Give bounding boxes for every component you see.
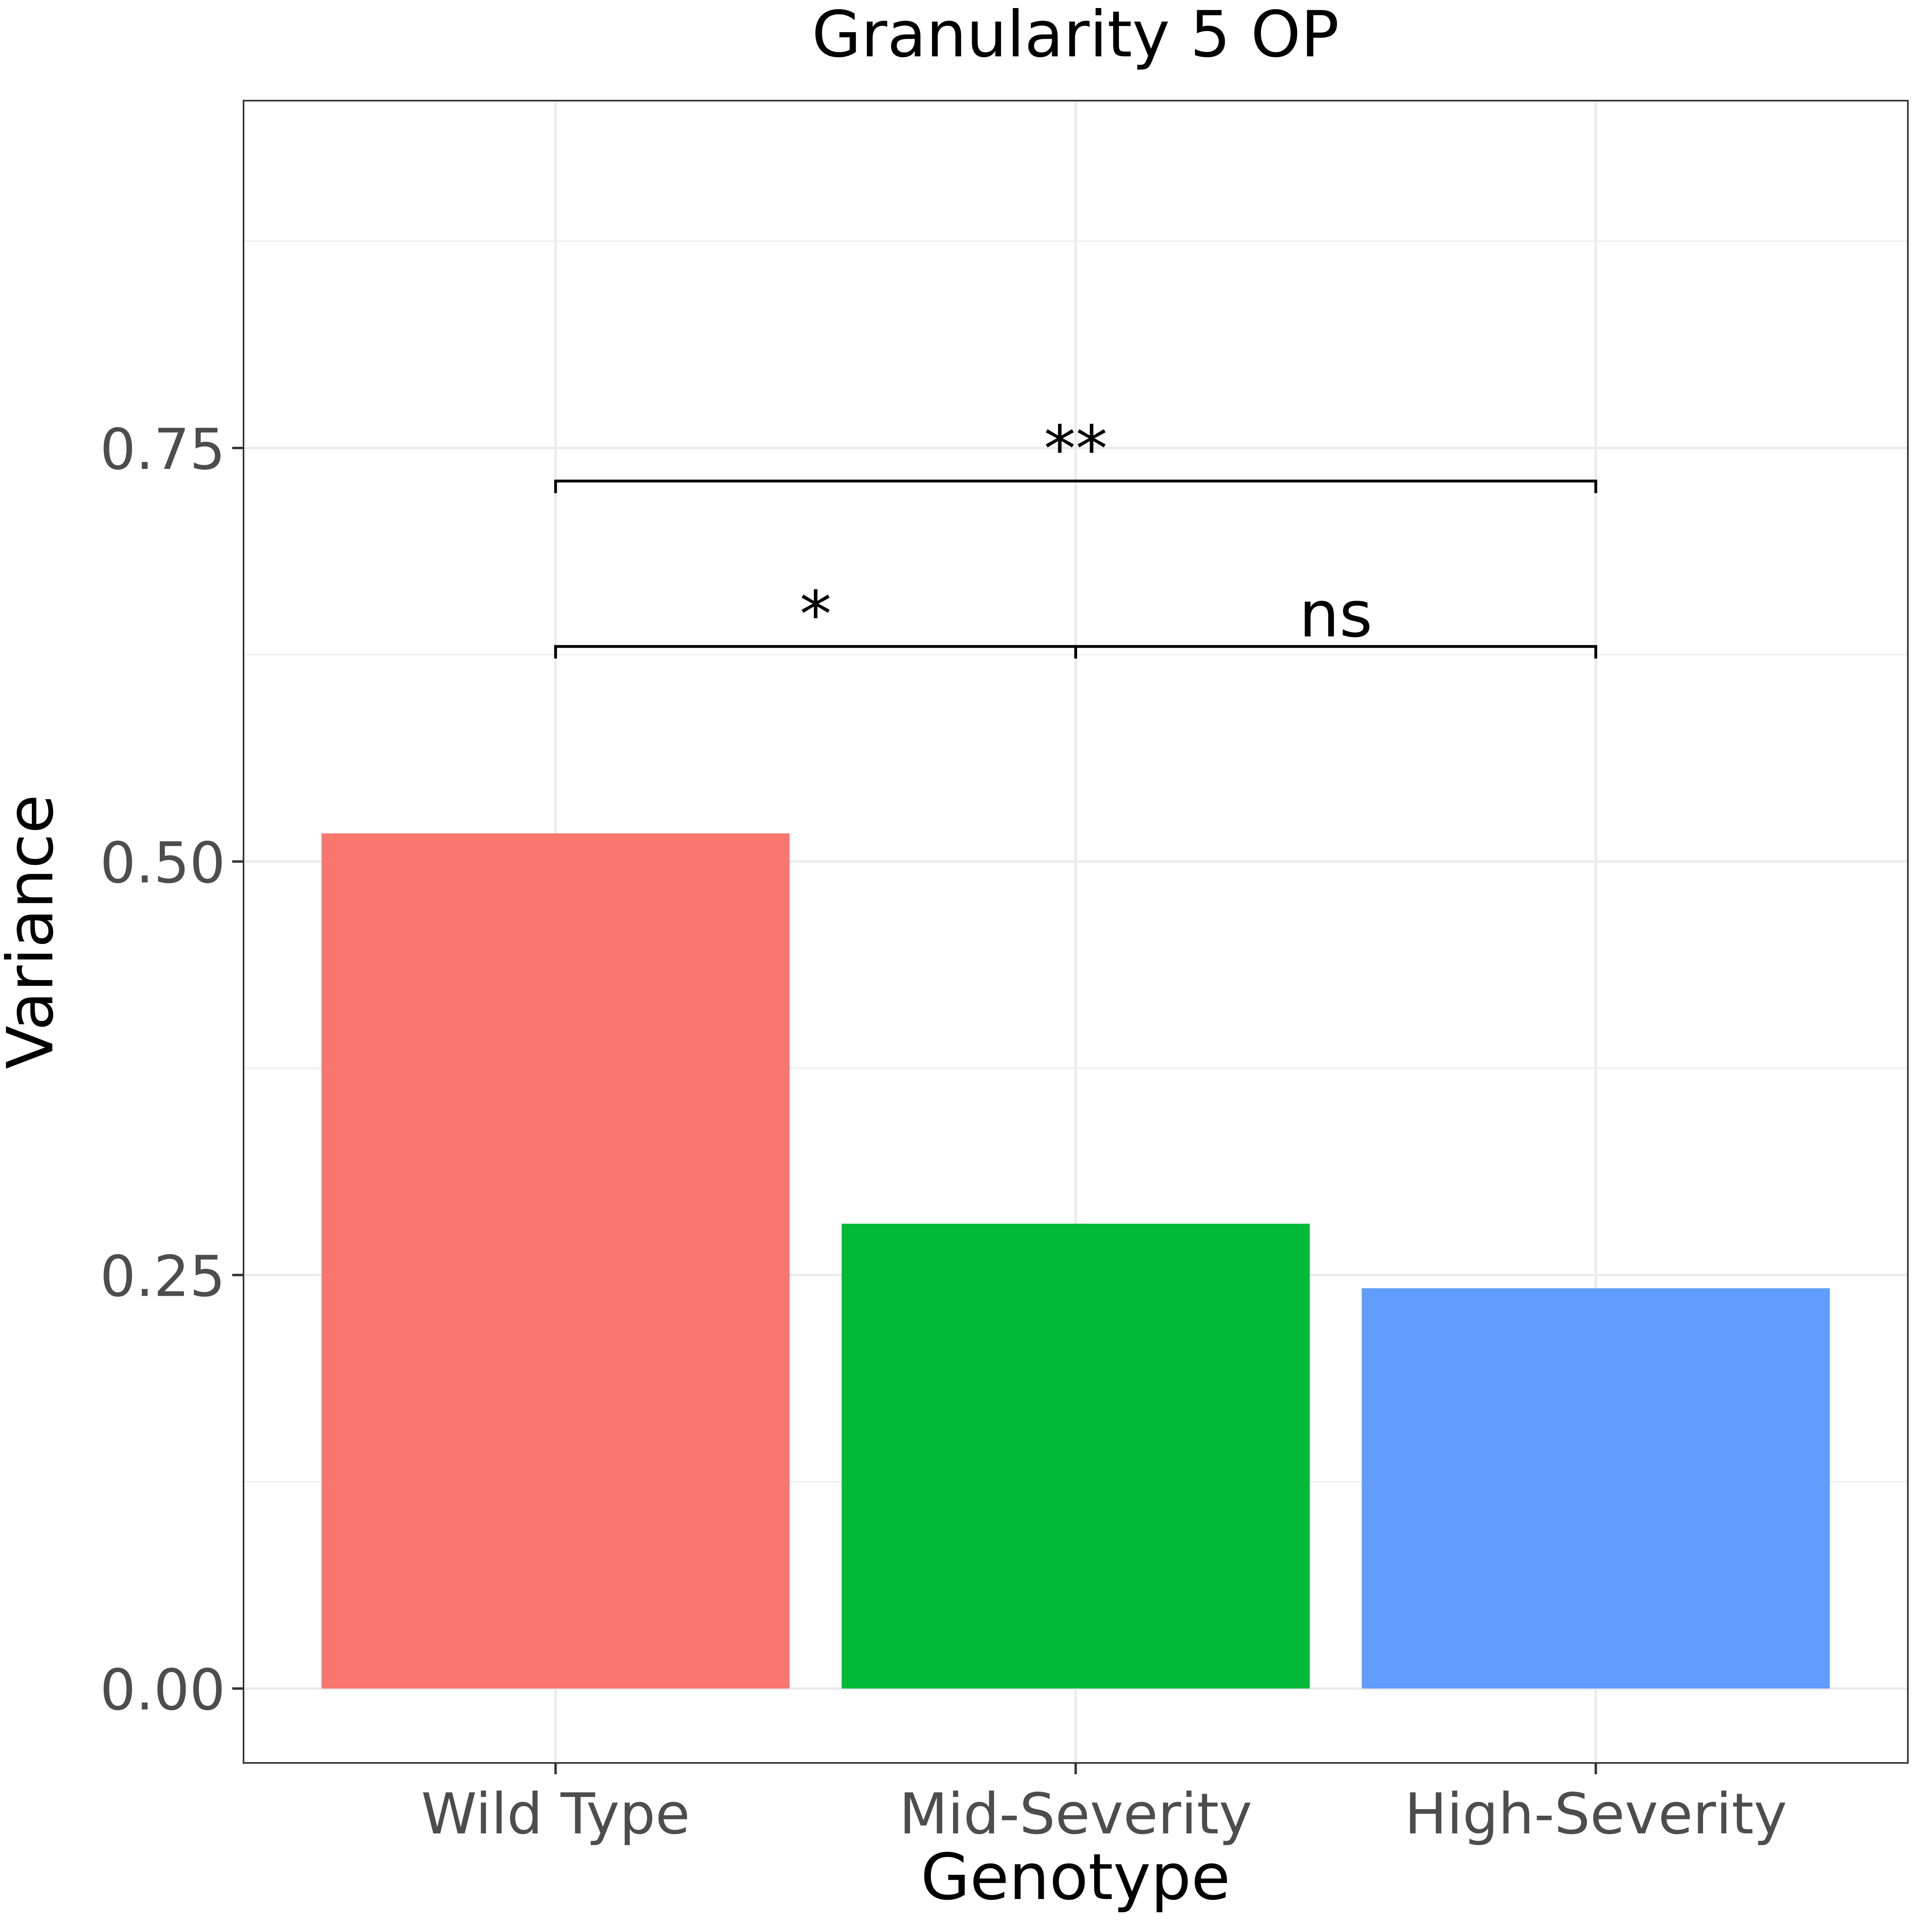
significance-label: ns: [1299, 578, 1372, 652]
y-tick-label: 0.75: [100, 417, 225, 483]
y-tick-label: 0.50: [100, 830, 225, 896]
y-tick-label: 0.25: [100, 1244, 225, 1310]
bar: [321, 833, 790, 1689]
axes: 0.00 0.25 0.50 0.75 Wild Type Mid-Severity Hig…: [100, 417, 1787, 1847]
y-tick-label: 0.00: [100, 1657, 225, 1723]
bars: [321, 833, 1830, 1689]
significance-bracket: [554, 479, 1598, 493]
x-axis-label: Genotype: [921, 1840, 1230, 1914]
bar: [1362, 1288, 1830, 1689]
y-axis-label: Variance: [0, 795, 68, 1069]
chart-title: Granularity 5 OP: [812, 0, 1339, 72]
significance-label: **: [1044, 412, 1108, 486]
significance-annotations: * ns **: [554, 412, 1598, 659]
x-tick-label: Wild Type: [421, 1781, 690, 1847]
x-tick-label: Mid-Severity: [899, 1781, 1252, 1847]
bar: [842, 1224, 1310, 1689]
significance-label: *: [800, 578, 832, 652]
x-tick-label: High-Severity: [1404, 1781, 1787, 1847]
significance-bracket: [1074, 645, 1598, 659]
